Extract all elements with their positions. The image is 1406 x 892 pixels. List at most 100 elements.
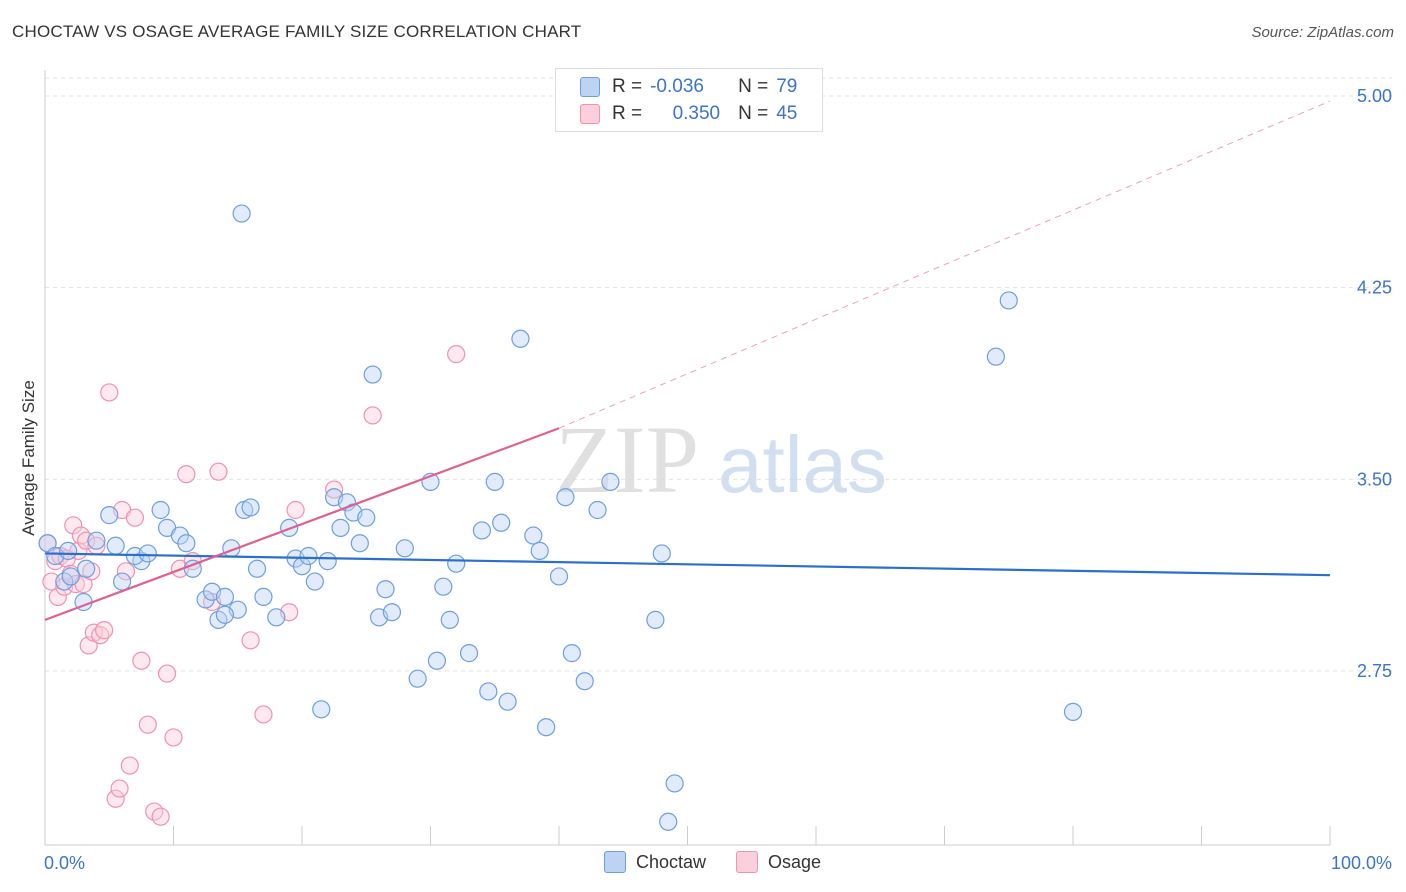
series-legend: Choctaw Osage [604, 851, 851, 873]
choctaw-point [459, 644, 479, 663]
choctaw-point [61, 567, 80, 586]
choctaw-point [138, 544, 157, 563]
choctaw-point [318, 552, 337, 571]
osage-point [254, 705, 273, 724]
choctaw-point [408, 669, 427, 688]
osage-point [125, 508, 145, 527]
choctaw-point [177, 534, 196, 553]
osage-point [177, 465, 196, 484]
choctaw-point [241, 498, 260, 517]
legend-item-choctaw[interactable]: Choctaw [604, 851, 706, 873]
choctaw-point [215, 605, 234, 624]
osage-point [151, 807, 170, 826]
osage-point [363, 406, 382, 425]
choctaw-point [305, 572, 324, 591]
choctaw-point [254, 587, 273, 606]
osage-point [209, 462, 228, 481]
choctaw-point [357, 508, 376, 527]
choctaw-point [215, 587, 234, 606]
choctaw-point [652, 544, 671, 563]
osage-point [138, 715, 157, 734]
choctaw-point [363, 365, 382, 384]
watermark: ZIP atlas [555, 406, 887, 513]
osage-point [48, 587, 67, 606]
osage-trendline-extension [558, 100, 1331, 429]
choctaw-point [549, 567, 569, 586]
choctaw-point [151, 500, 170, 520]
choctaw-point [498, 692, 517, 711]
y-tick-label: 4.25 [1357, 278, 1392, 298]
legend-row-choctaw: R = -0.036 N = 79 [580, 74, 797, 100]
choctaw-point [492, 513, 511, 532]
choctaw-point [646, 610, 665, 629]
osage-trendline [44, 427, 560, 621]
y-tick-label: 5.00 [1357, 86, 1392, 106]
choctaw-point [986, 347, 1006, 366]
choctaw-point [395, 539, 414, 558]
axes [44, 70, 1331, 846]
legend-r-label: R = [612, 76, 643, 97]
choctaw-point [999, 291, 1018, 310]
choctaw-point [472, 521, 491, 540]
osage-point [325, 480, 344, 499]
osage-point [164, 728, 183, 747]
osage-point [106, 789, 125, 808]
choctaw-point [485, 472, 504, 491]
choctaw-point [87, 531, 106, 550]
choctaw-point [100, 506, 119, 525]
choctaw-point [588, 500, 607, 520]
osage-point [64, 516, 83, 535]
choctaw-point [440, 610, 459, 629]
choctaw-point [77, 559, 96, 578]
gridlines [45, 77, 1392, 672]
choctaw-point [447, 554, 466, 573]
choctaw-r-value: -0.036 [650, 76, 704, 97]
choctaw-point [299, 546, 318, 566]
legend-n-label: N = [738, 103, 769, 124]
choctaw-n-value: 79 [776, 76, 798, 97]
source-label: Source: ZipAtlas.com [1251, 24, 1394, 41]
choctaw-point [537, 718, 556, 737]
osage-point [157, 664, 177, 683]
watermark-zip: ZIP [555, 406, 699, 513]
choctaw-swatch [580, 77, 600, 97]
choctaw-point [112, 572, 132, 591]
choctaw-point [382, 603, 402, 622]
choctaw-point [511, 329, 530, 348]
osage-legend-swatch [736, 851, 759, 873]
legend-n-label: N = [738, 76, 769, 97]
choctaw-legend-swatch [604, 851, 626, 873]
choctaw-point [247, 559, 267, 578]
choctaw-point [1063, 702, 1083, 721]
choctaw-point [665, 774, 684, 793]
y-tick-label: 3.50 [1357, 469, 1392, 489]
osage-point [82, 562, 101, 581]
y-axis-label: Average Family Size [19, 380, 38, 536]
osage-point [132, 651, 151, 670]
choctaw-point [232, 204, 251, 223]
legend-item-osage[interactable]: Osage [736, 851, 821, 873]
osage-series [38, 345, 466, 826]
x-tick-label: 0.0% [44, 853, 85, 873]
legend-r-label: R = [612, 103, 643, 124]
x-tick-label: 100.0% [1331, 853, 1392, 873]
correlation-legend: R = -0.036 N = 79 R = 0.350 N = 45 [555, 68, 823, 132]
y-tick-label: 2.75 [1357, 661, 1392, 681]
choctaw-point [530, 541, 549, 560]
choctaw-legend-label: Choctaw [636, 851, 707, 872]
choctaw-point [434, 577, 453, 596]
choctaw-point [524, 526, 543, 545]
osage-point [77, 531, 96, 550]
choctaw-point [575, 672, 594, 691]
choctaw-point [331, 518, 350, 537]
chart-title: CHOCTAW VS OSAGE AVERAGE FAMILY SIZE COR… [12, 22, 582, 41]
osage-point [120, 756, 139, 775]
choctaw-point [601, 472, 620, 491]
choctaw-point [312, 700, 331, 719]
trendlines [44, 100, 1331, 621]
choctaw-point [556, 488, 575, 507]
osage-point [95, 621, 114, 640]
osage-point [110, 779, 129, 798]
choctaw-point [427, 651, 447, 670]
tick-labels: 2.75 3.50 4.25 5.00 0.0% 100.0% [44, 86, 1392, 873]
